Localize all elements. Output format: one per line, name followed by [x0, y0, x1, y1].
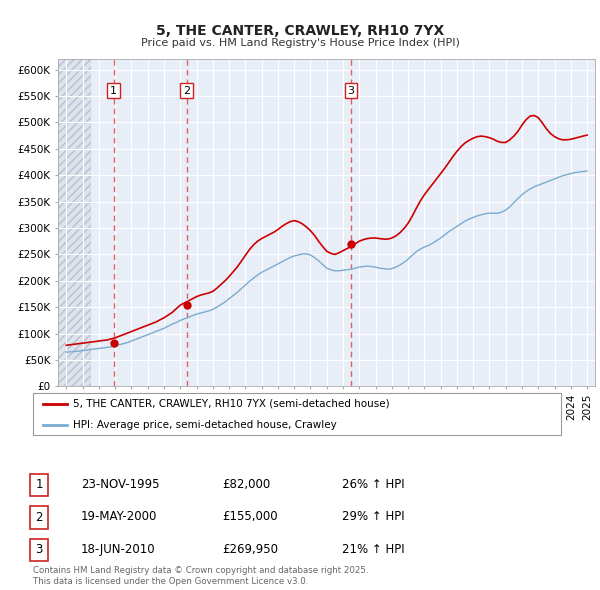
Text: 1: 1	[110, 86, 117, 96]
Text: £82,000: £82,000	[222, 478, 270, 491]
Text: £269,950: £269,950	[222, 543, 278, 556]
Text: 18-JUN-2010: 18-JUN-2010	[81, 543, 155, 556]
Text: 2: 2	[183, 86, 190, 96]
Text: 3: 3	[347, 86, 355, 96]
Text: 23-NOV-1995: 23-NOV-1995	[81, 478, 160, 491]
Text: 29% ↑ HPI: 29% ↑ HPI	[342, 510, 404, 523]
Text: HPI: Average price, semi-detached house, Crawley: HPI: Average price, semi-detached house,…	[73, 420, 337, 430]
Text: £155,000: £155,000	[222, 510, 278, 523]
Text: 5, THE CANTER, CRAWLEY, RH10 7YX: 5, THE CANTER, CRAWLEY, RH10 7YX	[156, 24, 444, 38]
FancyBboxPatch shape	[33, 393, 561, 435]
Text: Contains HM Land Registry data © Crown copyright and database right 2025.
This d: Contains HM Land Registry data © Crown c…	[33, 566, 368, 586]
Text: 2: 2	[35, 511, 43, 524]
FancyBboxPatch shape	[30, 474, 48, 496]
Text: 21% ↑ HPI: 21% ↑ HPI	[342, 543, 404, 556]
Bar	[58, 59, 91, 386]
FancyBboxPatch shape	[30, 539, 48, 561]
Text: 19-MAY-2000: 19-MAY-2000	[81, 510, 157, 523]
FancyBboxPatch shape	[30, 506, 48, 529]
Text: 3: 3	[35, 543, 43, 556]
Text: 26% ↑ HPI: 26% ↑ HPI	[342, 478, 404, 491]
Text: 1: 1	[35, 478, 43, 491]
Text: 5, THE CANTER, CRAWLEY, RH10 7YX (semi-detached house): 5, THE CANTER, CRAWLEY, RH10 7YX (semi-d…	[73, 399, 389, 408]
Text: Price paid vs. HM Land Registry's House Price Index (HPI): Price paid vs. HM Land Registry's House …	[140, 38, 460, 48]
